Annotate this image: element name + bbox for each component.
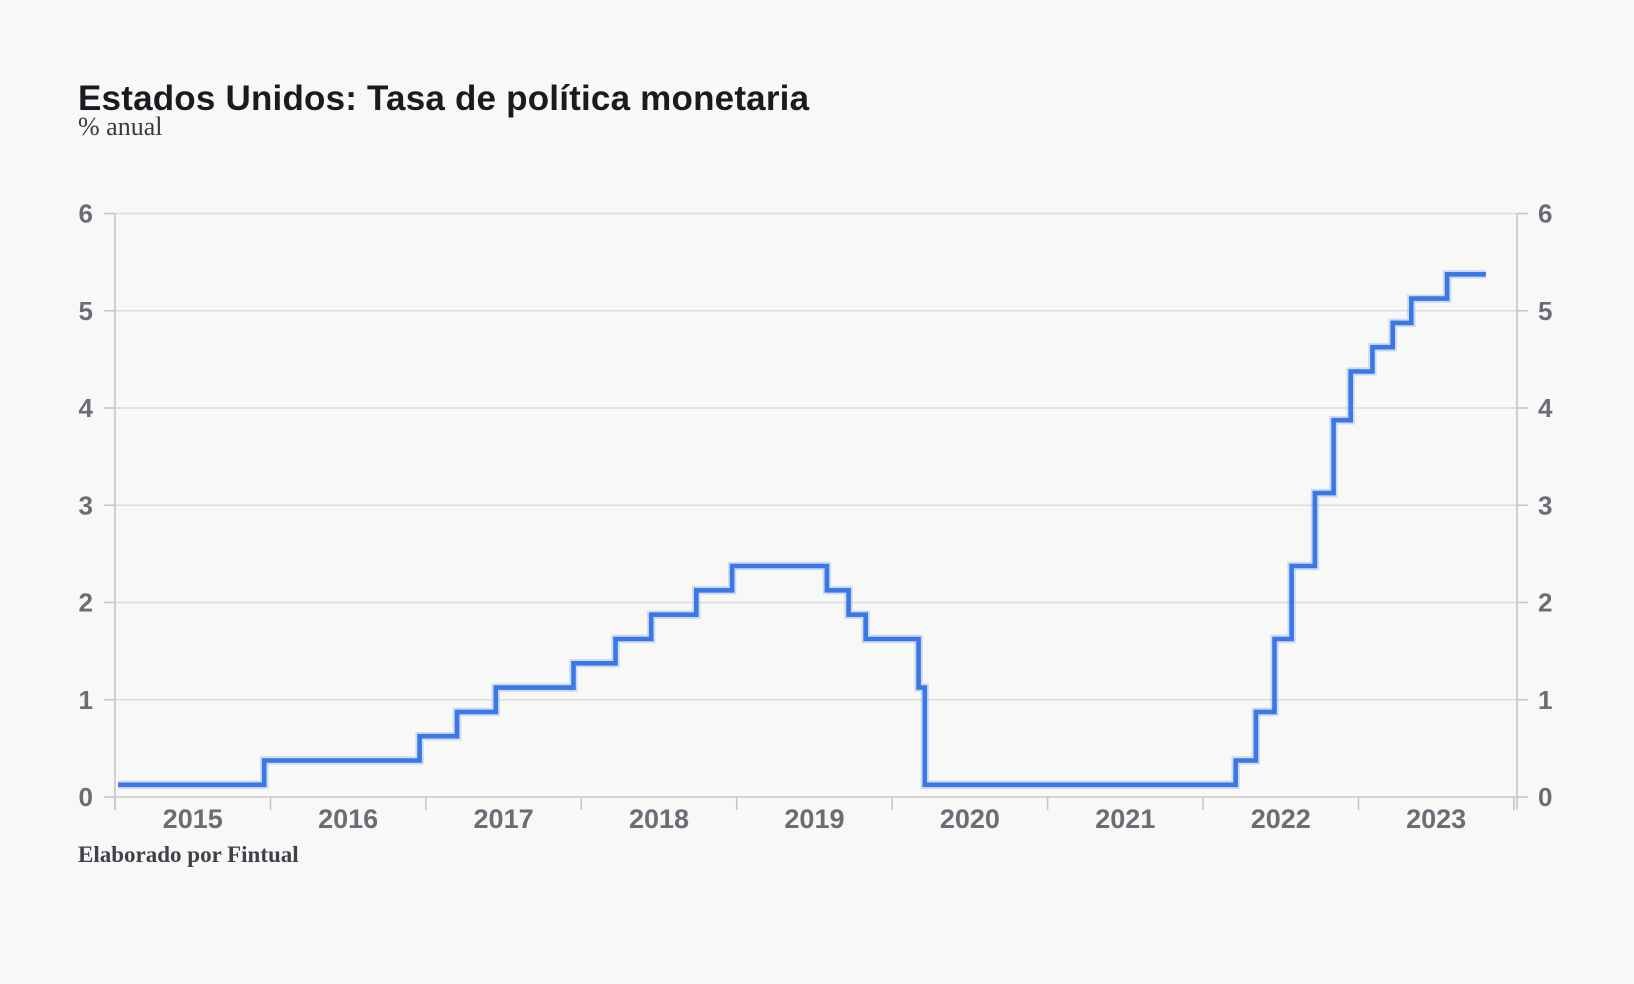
chart-source-credit: Elaborado por Fintual bbox=[78, 842, 299, 867]
y-tick-label-right: 2 bbox=[1538, 588, 1552, 618]
y-tick-label-right: 0 bbox=[1538, 782, 1552, 812]
y-tick-label-left: 0 bbox=[79, 782, 93, 812]
y-tick-label-right: 6 bbox=[1538, 199, 1552, 229]
x-tick-label-2016: 2016 bbox=[318, 804, 378, 834]
y-tick-label-right: 1 bbox=[1538, 685, 1552, 715]
x-tick-label-2023: 2023 bbox=[1406, 804, 1466, 834]
y-tick-label-left: 6 bbox=[79, 199, 93, 229]
x-tick-label-2015: 2015 bbox=[163, 804, 223, 834]
y-tick-label-left: 3 bbox=[79, 490, 93, 520]
y-tick-label-right: 3 bbox=[1538, 490, 1552, 520]
y-tick-label-left: 1 bbox=[79, 685, 93, 715]
x-tick-label-2017: 2017 bbox=[474, 804, 534, 834]
y-tick-label-left: 2 bbox=[79, 588, 93, 618]
rate-line bbox=[118, 272, 1486, 788]
chart-subtitle: % anual bbox=[78, 112, 163, 141]
y-tick-label-left: 5 bbox=[79, 296, 93, 326]
x-tick-label-2022: 2022 bbox=[1251, 804, 1311, 834]
rate-line-halo bbox=[118, 270, 1486, 790]
x-tick-label-2021: 2021 bbox=[1095, 804, 1155, 834]
y-tick-label-left: 4 bbox=[79, 393, 94, 423]
chart-title: Estados Unidos: Tasa de política monetar… bbox=[78, 79, 810, 119]
x-tick-label-2019: 2019 bbox=[784, 804, 844, 834]
x-tick-label-2020: 2020 bbox=[940, 804, 1000, 834]
x-tick-label-2018: 2018 bbox=[629, 804, 689, 834]
y-tick-label-right: 4 bbox=[1538, 393, 1553, 423]
y-tick-label-right: 5 bbox=[1538, 296, 1552, 326]
